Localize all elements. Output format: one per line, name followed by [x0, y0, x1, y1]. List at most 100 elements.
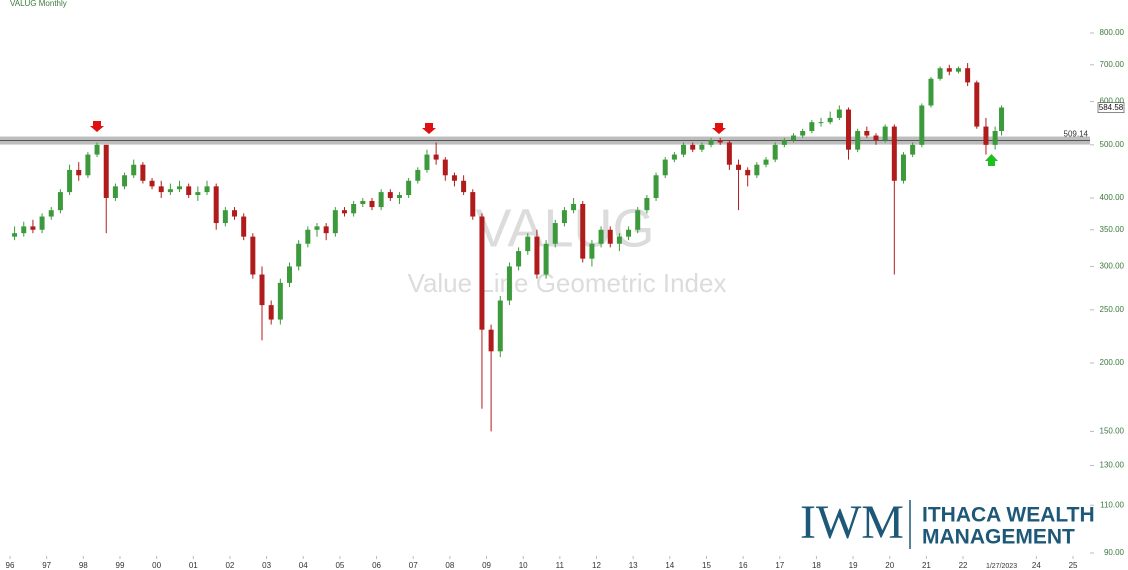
candle-body	[873, 135, 879, 141]
candle-body	[332, 210, 338, 234]
candle-body	[323, 226, 329, 234]
candle-body	[937, 68, 943, 79]
arrow-down	[90, 121, 104, 132]
candle-body	[516, 251, 522, 267]
candle-body	[85, 154, 91, 176]
candle-body	[48, 210, 54, 217]
candle-body	[296, 243, 302, 267]
candle-body	[433, 154, 439, 160]
candle-body	[268, 305, 274, 320]
y-tick-label: 110.00	[1100, 500, 1124, 509]
price-box	[1097, 102, 1125, 114]
candle-body	[900, 154, 906, 181]
candle-body	[662, 159, 668, 176]
candle-body	[571, 204, 577, 211]
candle-body	[846, 109, 852, 150]
candle-body	[726, 142, 732, 165]
candle-body	[653, 175, 659, 198]
candle-body	[836, 109, 842, 118]
x-tick-label: 21	[922, 561, 931, 570]
x-tick-label: 97	[42, 561, 51, 570]
x-tick-label: 11	[556, 561, 565, 570]
candle-body	[928, 78, 934, 106]
candle-body	[241, 216, 247, 237]
candle-body	[965, 68, 971, 83]
candle-body	[387, 192, 393, 198]
candle-body	[94, 144, 100, 155]
candle-body	[580, 204, 586, 259]
y-tick-label: 400.00	[1100, 193, 1125, 202]
x-tick-label: 24	[1032, 561, 1041, 570]
x-tick-label: 20	[885, 561, 894, 570]
arrow-down	[422, 123, 436, 134]
candle-body	[736, 164, 742, 170]
x-tick-label: 18	[812, 561, 821, 570]
arrow-up	[985, 154, 998, 166]
x-tick-label: 00	[152, 561, 161, 570]
x-tick-label: 15	[702, 561, 711, 570]
candle-body	[488, 329, 494, 352]
candle-body	[21, 226, 27, 234]
x-tick-label: 19	[849, 561, 858, 570]
y-tick-label: 350.00	[1100, 225, 1125, 234]
y-tick-label: 150.00	[1100, 427, 1125, 436]
candle-body	[616, 236, 622, 244]
candle-body	[213, 186, 219, 224]
candle-body	[140, 164, 146, 181]
candle-body	[287, 266, 293, 283]
candle-body	[103, 144, 109, 198]
x-tick-label: 06	[372, 561, 381, 570]
candle-body	[552, 223, 558, 244]
x-tick-label: 12	[592, 561, 601, 570]
x-tick-label: 09	[482, 561, 491, 570]
candle-body	[983, 126, 989, 145]
x-tick-label: 05	[335, 561, 344, 570]
x-tick-label: 04	[299, 561, 308, 570]
chart-title: VALUG Monthly	[10, 0, 67, 8]
candle-body	[999, 107, 1005, 131]
candle-body	[122, 175, 128, 187]
price-label: 584.58	[1099, 103, 1124, 112]
candle-body	[12, 233, 18, 237]
x-tick-label: 25	[1069, 561, 1078, 570]
candle-body	[497, 300, 503, 352]
candle-body	[186, 186, 192, 196]
y-tick-label: 200.00	[1100, 358, 1125, 367]
candle-body	[855, 130, 861, 150]
candle-body	[305, 229, 311, 244]
candle-body	[809, 122, 815, 131]
candle-body	[717, 140, 723, 143]
candle-body	[708, 140, 714, 145]
candle-body	[781, 140, 787, 145]
x-tick-label: 99	[116, 561, 125, 570]
level-label: 509.14	[1064, 130, 1089, 139]
candle-body	[30, 226, 36, 230]
candle-body	[671, 154, 677, 160]
x-tick-label: 17	[775, 561, 784, 570]
x-tick-label: 01	[189, 561, 198, 570]
candle-body	[626, 229, 632, 237]
candle-body	[891, 126, 897, 181]
candle-body	[910, 144, 916, 155]
y-tick-label: 500.00	[1100, 140, 1125, 149]
candle-body	[378, 192, 384, 208]
x-tick-label: 98	[79, 561, 88, 570]
candle-body	[864, 130, 870, 136]
candle-body	[992, 130, 998, 145]
candle-body	[479, 216, 485, 330]
candle-body	[195, 192, 201, 196]
candle-body	[561, 210, 567, 224]
candle-body	[635, 210, 641, 230]
y-tick-label: 250.00	[1100, 305, 1125, 314]
candle-body	[754, 164, 760, 176]
candle-body	[607, 229, 613, 244]
candle-body	[681, 144, 687, 155]
candle-body	[250, 236, 256, 275]
candle-body	[470, 192, 476, 217]
x-tick-label: 10	[519, 561, 528, 570]
x-tick-label: 07	[409, 561, 418, 570]
x-tick-label: 13	[629, 561, 638, 570]
candle-body	[131, 164, 137, 176]
candle-body	[506, 266, 512, 301]
